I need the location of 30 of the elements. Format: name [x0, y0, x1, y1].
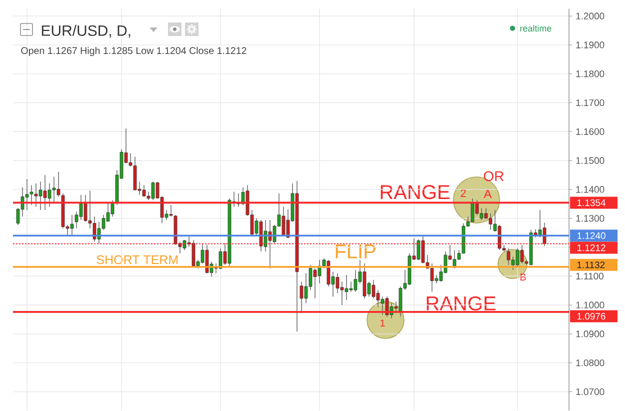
text: Open 1.1267 High 1.1285 Low 1.1204 Close 1.1212 [21, 46, 246, 56]
y-tick-label: 1.1900 [576, 42, 604, 48]
y-tick-label: 1.0700 [576, 388, 604, 396]
ref-line-label: 1.1240 [577, 232, 606, 240]
annotation: SHORT TERM [96, 255, 178, 264]
annotation: B [520, 274, 526, 280]
annotation: OR [484, 171, 504, 182]
y-tick-label: 1.0800 [576, 359, 604, 366]
y-tick-label: 1.1800 [576, 70, 604, 78]
annotation: 2 [460, 189, 466, 197]
text: EUR/USD, D, [42, 24, 130, 38]
annotation: A [484, 190, 492, 198]
y-tick-label: 1.1500 [576, 157, 604, 164]
y-tick-label: 1.1600 [576, 128, 604, 135]
ref-line-label: 1.1212 [577, 244, 606, 252]
y-tick-label: 1.1400 [576, 186, 604, 193]
ref-line-label: 1.0976 [577, 312, 606, 320]
annotation: realtime [520, 24, 552, 32]
annotation: FLIP [336, 244, 376, 258]
ref-line-label: 1.1132 [577, 261, 605, 268]
ref-line-label: 1.1354 [577, 199, 606, 206]
y-tick-label: 1.1000 [576, 302, 604, 308]
y-tick-label: 1.0900 [576, 330, 604, 338]
annotation: RANGE [380, 185, 450, 200]
annotation: RANGE [426, 296, 496, 310]
y-tick-label: 1.1700 [576, 99, 604, 106]
y-tick-label: 1.1300 [576, 214, 604, 222]
y-tick-label: 1.2000 [576, 12, 604, 20]
annotation: 1 [380, 320, 385, 326]
y-tick-label: 1.1100 [576, 272, 604, 280]
